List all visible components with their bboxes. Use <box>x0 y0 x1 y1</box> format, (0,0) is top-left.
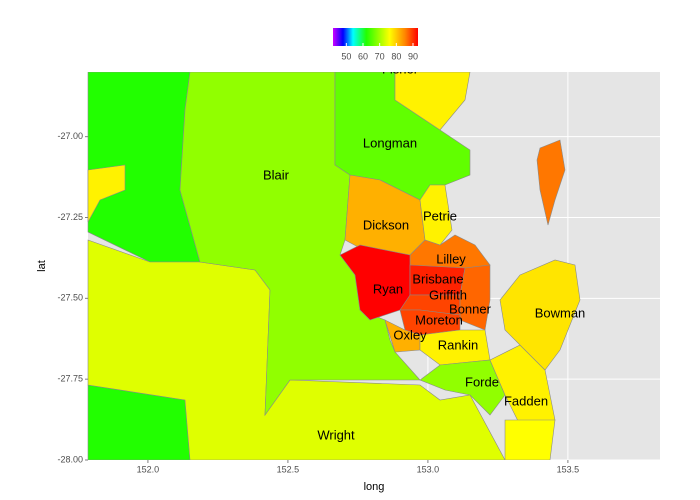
region-label: Bowman <box>535 305 586 320</box>
region-label: Ryan <box>373 281 403 296</box>
region-label: Forde <box>465 374 499 389</box>
region-label: Wright <box>317 427 355 442</box>
region <box>504 419 556 461</box>
region-label: Oxley <box>393 327 427 342</box>
region-label: Fadden <box>504 393 548 408</box>
region <box>499 259 581 371</box>
region-label: Moreton <box>415 312 463 327</box>
region-label: Dickson <box>363 217 409 232</box>
y-tick-label: -27.50 <box>57 293 83 303</box>
region-label: Lilley <box>436 251 466 266</box>
region-labels: Wright Blair Longman Fisher Dickson Petr… <box>263 61 585 442</box>
region-label: Griffith <box>429 287 467 302</box>
colorbar <box>333 28 418 46</box>
y-axis-label: lat <box>36 260 48 272</box>
y-tick-label: -27.00 <box>57 131 83 141</box>
colorbar-tick-label: 90 <box>408 51 418 61</box>
region-label: Bonner <box>449 301 492 316</box>
y-tick-label: -27.25 <box>57 212 83 222</box>
region-label: Rankin <box>438 337 478 352</box>
region <box>87 164 126 223</box>
region <box>536 139 566 226</box>
colorbar-tick-label: 80 <box>391 51 401 61</box>
margin <box>0 460 700 500</box>
x-tick-label: 152.0 <box>137 464 160 474</box>
x-tick-label: 153.5 <box>557 464 580 474</box>
colorbar-tick-label: 70 <box>375 51 385 61</box>
colorbar-tick-label: 60 <box>358 51 368 61</box>
x-tick-label: 152.5 <box>277 464 300 474</box>
x-axis-label: long <box>364 481 385 493</box>
region-label: Longman <box>363 135 417 150</box>
x-tick-label: 153.0 <box>417 464 440 474</box>
y-tick-label: -27.75 <box>57 374 83 384</box>
region-label: Blair <box>263 167 290 182</box>
region-label: Petrie <box>423 208 457 223</box>
colorbar-tick-label: 50 <box>341 51 351 61</box>
region-label: Brisbane <box>412 271 463 286</box>
y-tick-label: -28.00 <box>57 454 83 464</box>
